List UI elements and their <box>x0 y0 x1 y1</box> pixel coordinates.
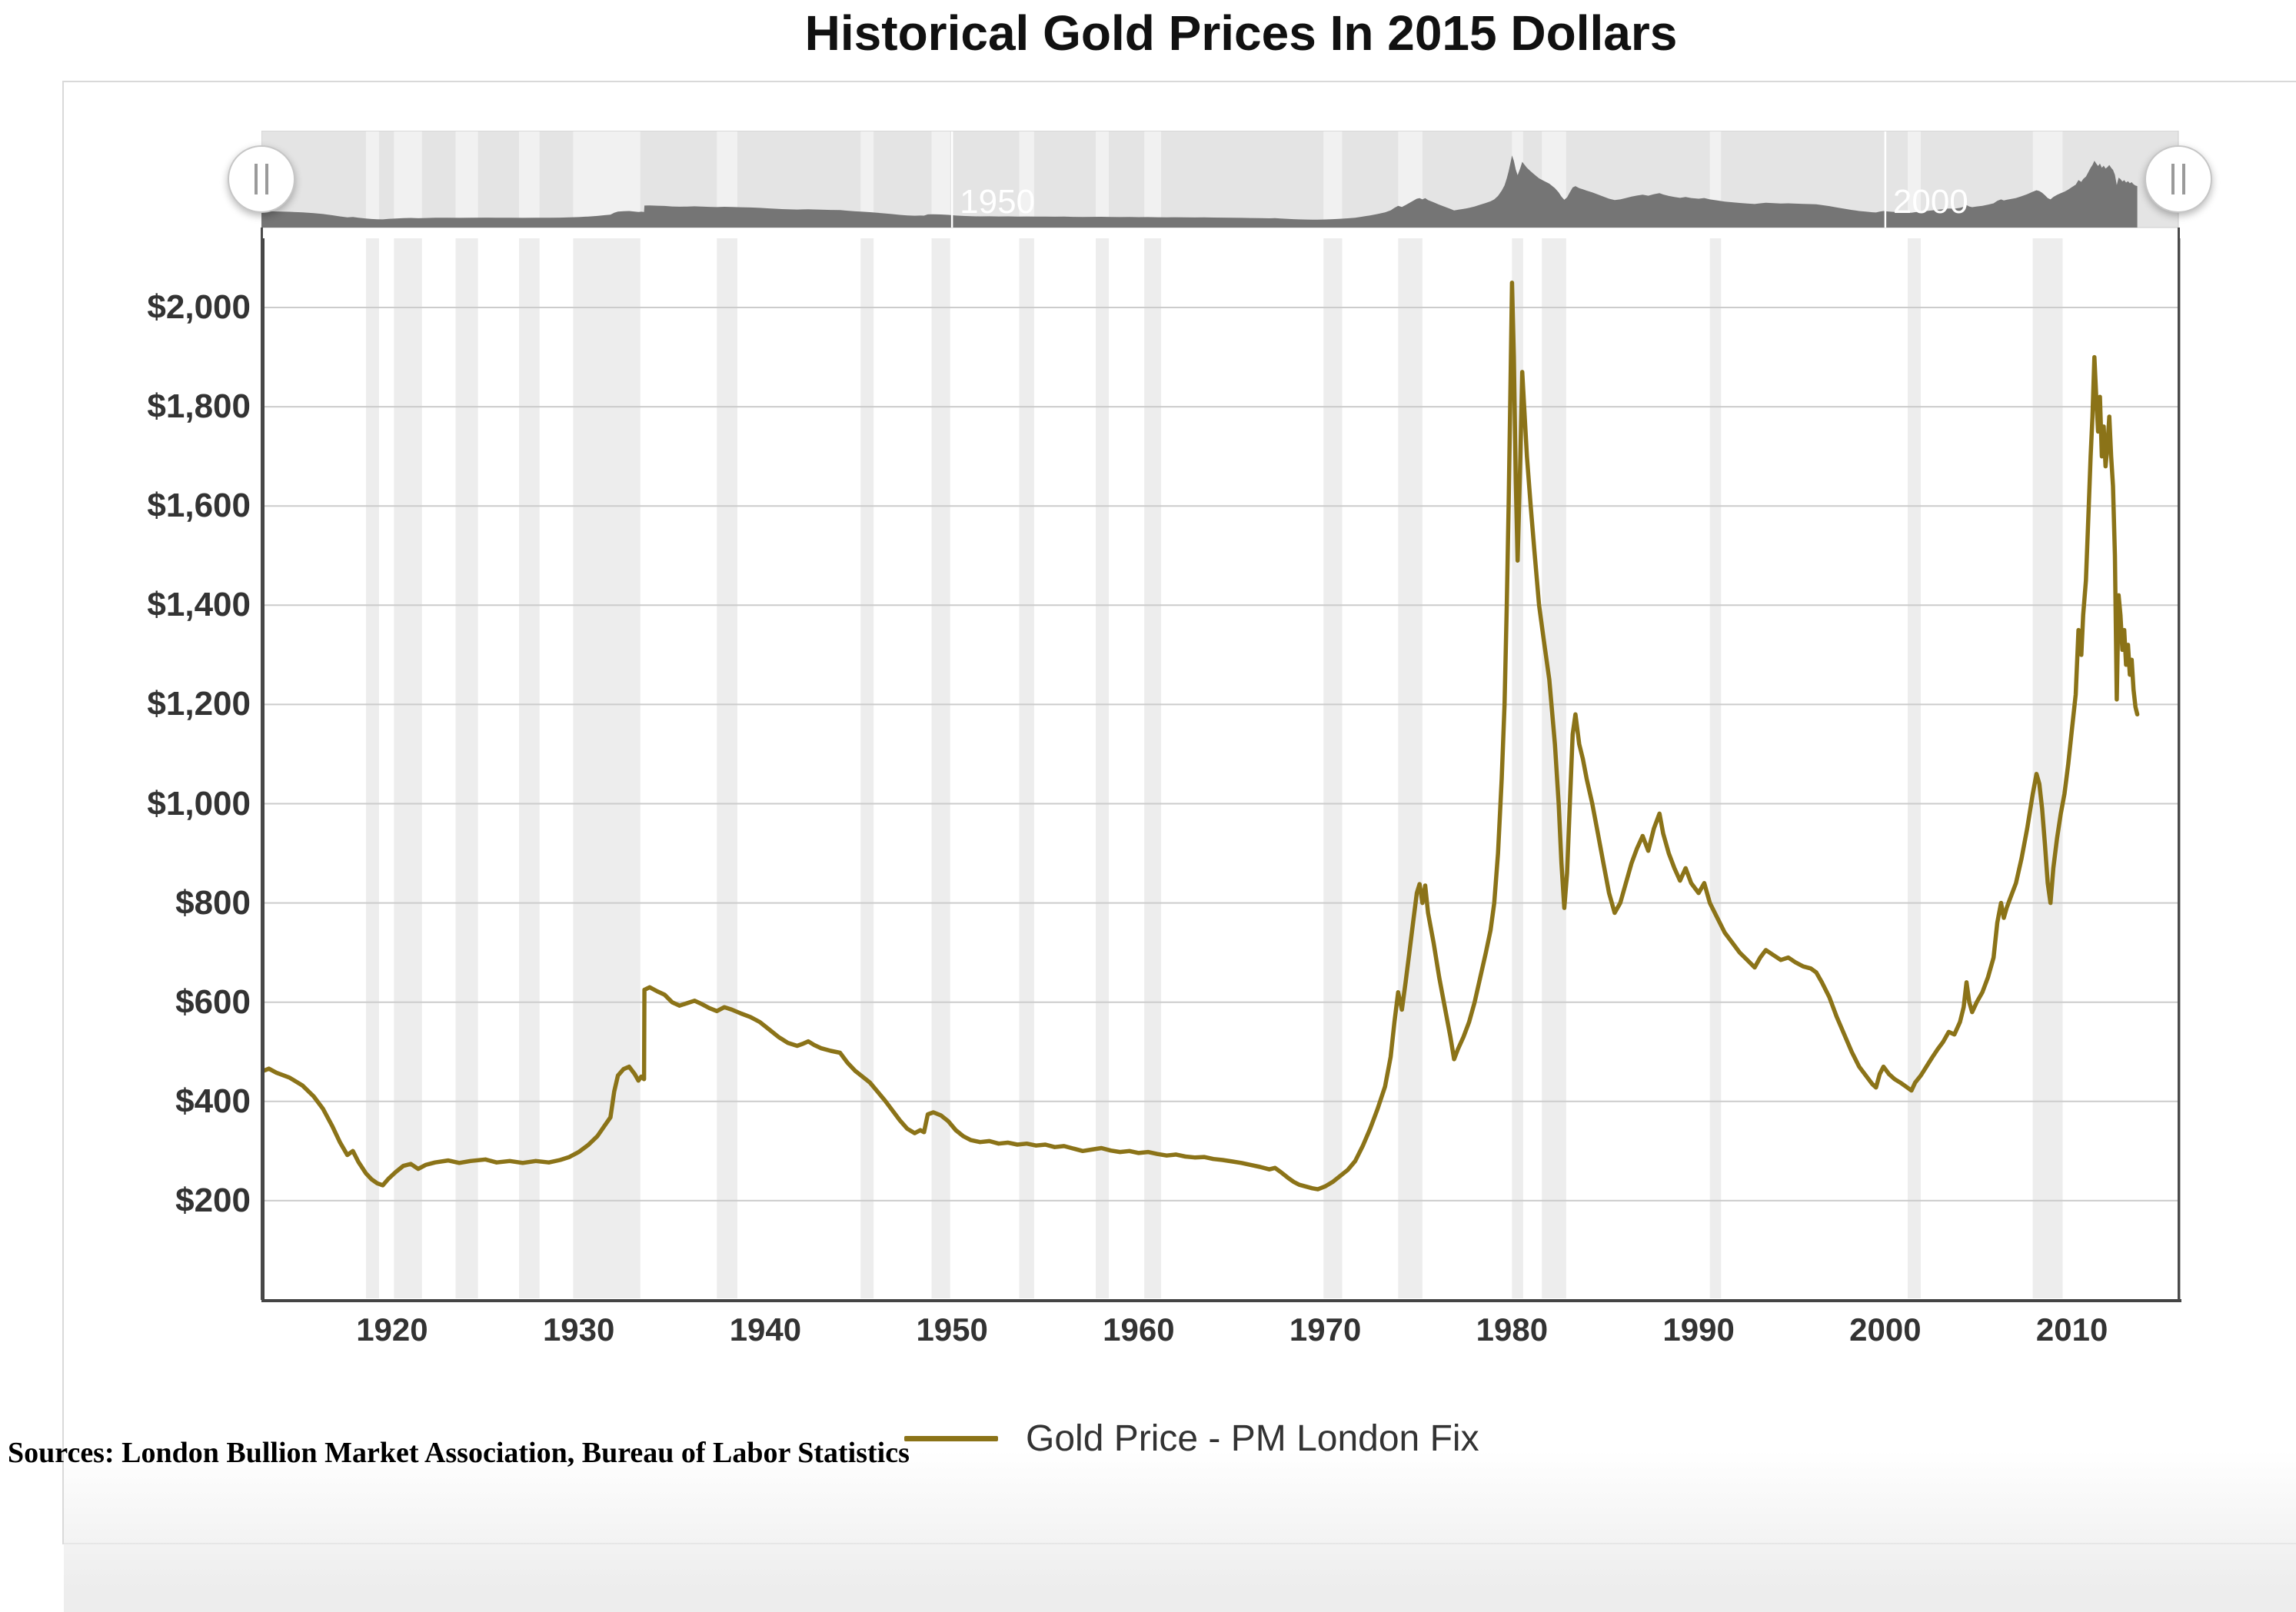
x-axis-label: 1990 <box>1662 1311 1735 1348</box>
y-axis-label: $1,800 <box>147 387 251 426</box>
y-axis-label: $400 <box>175 1082 251 1120</box>
x-axis-label: 2000 <box>1849 1311 1922 1348</box>
navigator-recession-band <box>860 131 874 227</box>
recession-band <box>1144 238 1162 1298</box>
handle-grip-icon <box>255 164 258 194</box>
navigator-recession-band <box>1096 131 1110 227</box>
x-axis-label: 1920 <box>356 1311 428 1348</box>
handle-grip-icon <box>2182 164 2185 194</box>
x-axis-label: 1980 <box>1476 1311 1549 1348</box>
navigator-recession-band <box>455 131 478 227</box>
y-axis-label: $1,600 <box>147 487 251 525</box>
legend-series-label: Gold Price - PM London Fix <box>1026 1418 1479 1459</box>
recession-band <box>365 238 379 1298</box>
recession-band <box>455 238 478 1298</box>
x-axis-label: 1940 <box>729 1311 802 1348</box>
navigator-recession-band <box>394 131 422 227</box>
recession-band <box>1323 238 1343 1298</box>
navigator-recession-band <box>1144 131 1162 227</box>
y-axis-label: $600 <box>175 982 251 1021</box>
chart-title: Historical Gold Prices In 2015 Dollars <box>804 5 1678 61</box>
recession-band <box>717 238 738 1298</box>
y-axis-label: $1,000 <box>147 784 251 823</box>
recession-band <box>860 238 874 1298</box>
x-axis-label: 2010 <box>2035 1311 2108 1348</box>
y-axis-label: $1,200 <box>147 685 251 723</box>
x-axis-label: 1930 <box>542 1311 615 1348</box>
navigator-recession-band <box>1323 131 1343 227</box>
legend-line-swatch-icon <box>904 1436 998 1441</box>
y-axis-label: $2,000 <box>147 288 251 326</box>
x-axis-label: 1950 <box>916 1311 988 1348</box>
handle-grip-icon <box>2171 164 2175 194</box>
y-axis-label: $1,400 <box>147 586 251 624</box>
navigator-recession-band <box>931 131 950 227</box>
recession-band <box>1019 238 1034 1298</box>
navigator-right-handle[interactable] <box>2145 145 2212 213</box>
navigator-recession-band <box>573 131 641 227</box>
recession-band <box>573 238 641 1298</box>
source-note: Sources: London Bullion Market Associati… <box>8 1437 910 1469</box>
x-axis-label: 1970 <box>1289 1311 1362 1348</box>
recession-band <box>1398 238 1423 1298</box>
y-axis-label: $200 <box>175 1181 251 1219</box>
chart-legend[interactable]: Gold Price - PM London Fix <box>904 1418 1479 1460</box>
navigator-right-range-line <box>2178 228 2180 1300</box>
recession-band <box>2032 238 2063 1298</box>
bottom-fade-decor <box>64 1451 2296 1612</box>
recession-band <box>394 238 422 1298</box>
navigator-left-handle[interactable] <box>228 145 295 213</box>
navigator-strip[interactable] <box>261 131 2180 229</box>
navigator-mini-series <box>261 155 2138 228</box>
recession-band <box>518 238 540 1298</box>
recession-band <box>1096 238 1110 1298</box>
navigator-recession-band <box>518 131 540 227</box>
main-plot[interactable] <box>261 238 2183 1305</box>
navigator-recession-band <box>1908 131 1922 227</box>
navigator-recession-band <box>365 131 379 227</box>
gold-price-line <box>261 280 2140 1192</box>
recession-band <box>1542 238 1566 1298</box>
handle-grip-icon <box>265 164 268 194</box>
recession-band <box>1908 238 1922 1298</box>
navigator-left-range-line <box>261 228 263 1300</box>
recession-band <box>1709 238 1722 1298</box>
recession-band <box>931 238 950 1298</box>
navigator-recession-band <box>1019 131 1034 227</box>
x-axis-label: 1960 <box>1103 1311 1175 1348</box>
y-axis-label: $800 <box>175 883 251 922</box>
